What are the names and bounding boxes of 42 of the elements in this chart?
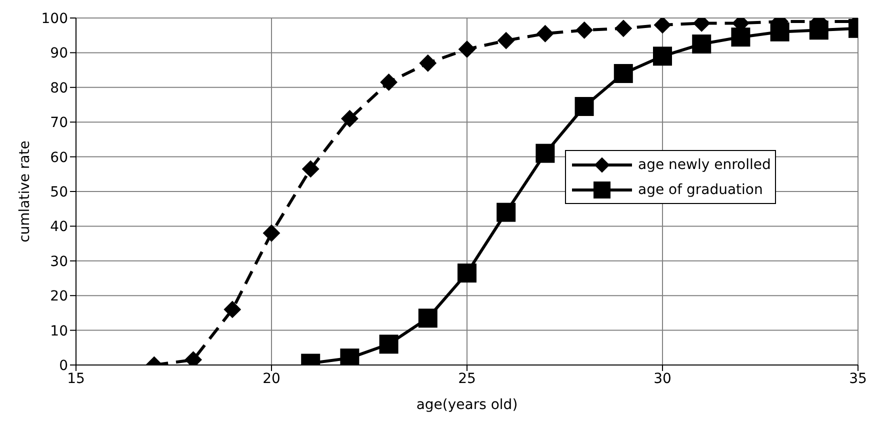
y-tick-label: 30 <box>50 254 68 270</box>
legend-label: age of graduation <box>638 182 763 198</box>
point <box>418 308 438 328</box>
point <box>224 300 241 318</box>
point <box>576 22 593 39</box>
y-tick-label: 70 <box>50 115 68 132</box>
y-tick-label: 10 <box>50 323 68 340</box>
point <box>380 74 398 91</box>
y-tick-label: 40 <box>50 219 68 236</box>
point <box>263 224 280 242</box>
y-tick-label: 0 <box>59 358 68 374</box>
point <box>341 110 358 128</box>
point <box>458 40 476 58</box>
y-tick-label: 80 <box>50 80 68 96</box>
x-axis-title: age(years old) <box>416 397 518 413</box>
point <box>654 18 671 34</box>
y-tick-label: 60 <box>50 150 68 166</box>
x-tick-label: 20 <box>262 370 280 387</box>
point <box>731 28 750 47</box>
y-tick-label: 100 <box>41 10 68 27</box>
point <box>379 334 398 354</box>
point <box>614 20 632 37</box>
point <box>419 54 436 72</box>
x-tick-label: 30 <box>654 370 672 387</box>
y-tick-label: 90 <box>50 46 68 62</box>
point <box>692 34 712 54</box>
y-tick-label: 20 <box>50 288 68 305</box>
point <box>614 64 633 84</box>
y-axis-title: cumlative rate <box>16 140 33 242</box>
point <box>536 144 555 163</box>
point <box>653 46 672 66</box>
x-tick-label: 35 <box>849 370 867 387</box>
point <box>536 25 554 42</box>
point <box>302 160 320 178</box>
x-tick-label: 25 <box>458 370 476 387</box>
point <box>498 32 515 50</box>
point <box>496 202 516 222</box>
point <box>458 264 476 283</box>
legend-label: age newly enrolled <box>638 156 771 172</box>
x-tick-label: 15 <box>67 370 85 387</box>
point <box>574 96 594 116</box>
y-tick-label: 50 <box>50 184 68 200</box>
